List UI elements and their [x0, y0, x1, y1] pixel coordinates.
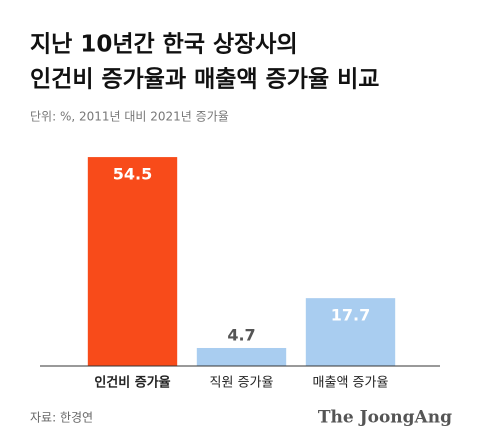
x-tick-label: 직원 증가율	[210, 376, 274, 391]
value-label: 4.7	[227, 325, 255, 344]
x-tick-label: 인건비 증가율	[94, 375, 170, 391]
bar	[196, 347, 287, 366]
value-label: 54.5	[113, 165, 152, 184]
chart-subtitle: 단위: %, 2011년 대비 2021년 증가율	[30, 110, 229, 124]
bar	[305, 298, 396, 366]
chart-title: 인건비 증가율과 매출액 증가율 비교	[30, 67, 379, 93]
chart-title: 지난 10년간 한국 상장사의	[30, 32, 298, 58]
value-label: 17.7	[331, 306, 370, 325]
source: 자료: 한경연	[30, 411, 93, 425]
bar	[87, 157, 178, 366]
x-tick-label: 매출액 증가율	[313, 376, 389, 391]
brand: The JoongAng	[318, 408, 452, 428]
